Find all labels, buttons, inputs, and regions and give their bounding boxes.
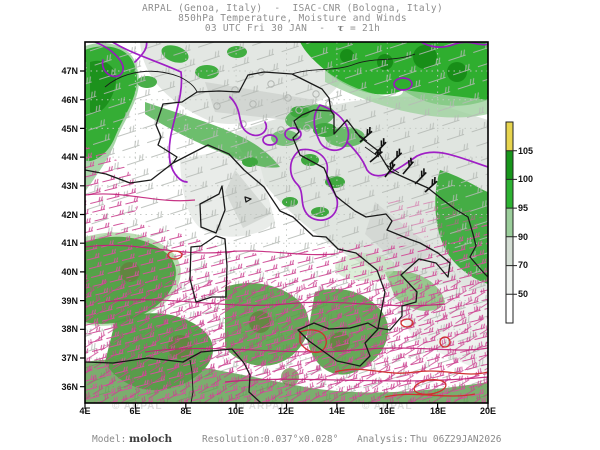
colorbar-tick-label: 100 [518, 174, 534, 184]
colorbar-tick-label: 90 [518, 232, 529, 242]
analysis-value: Thu 06Z29JAN2026 [410, 434, 502, 445]
validity-suffix: = 21h [344, 23, 381, 34]
arpal-watermark: © ARPAL [112, 401, 163, 412]
lon-tick-label: 10E [227, 406, 244, 416]
colorbar-tick-label: 50 [518, 289, 529, 299]
lon-tick-label: 4E [79, 406, 91, 416]
lon-tick-label: 18E [429, 406, 446, 416]
arpal-watermark: © ARPAL [237, 401, 288, 412]
lon-tick-label: 16E [378, 406, 395, 416]
lat-tick-label: 46N [61, 95, 78, 105]
analysis-label: Analysis: [357, 434, 415, 445]
lon-tick-label: 20E [479, 406, 496, 416]
tau-symbol: τ [337, 23, 344, 34]
resolution-label: Resolution: [202, 434, 271, 445]
model-value: moloch [129, 433, 173, 445]
page-title-product: 850hPa Temperature, Moisture and Winds [178, 13, 407, 24]
lon-tick-label: 8E [180, 406, 192, 416]
humidity-colorbar [505, 121, 517, 324]
weather-map-figure [80, 41, 489, 409]
lat-tick-label: 43N [61, 181, 78, 191]
colorbar-tick-label: 70 [518, 260, 529, 270]
lat-tick-label: 38N [61, 324, 78, 334]
colorbar-ticks [506, 150, 517, 295]
lon-tick-label: 6E [129, 406, 141, 416]
map-axis-ticks [80, 70, 489, 409]
lat-tick-label: 47N [61, 66, 78, 76]
page-title-institutions: ARPAL (Genoa, Italy) - ISAC-CNR (Bologna… [142, 3, 443, 14]
lat-tick-label: 36N [61, 382, 78, 392]
lat-tick-label: 40N [61, 267, 78, 277]
colorbar-segments [506, 122, 513, 323]
colorbar-frame [505, 121, 514, 324]
resolution-value: 0.037°x0.028° [264, 434, 339, 445]
lat-tick-label: 42N [61, 210, 78, 220]
lat-tick-label: 37N [61, 353, 78, 363]
coastlines [85, 53, 488, 403]
red-temp-contours [167, 250, 488, 398]
lat-tick-label: 45N [61, 124, 78, 134]
page-title-validity: 03 UTC Fri 30 JAN - τ = 21h [85, 23, 500, 34]
model-label: Model: [92, 434, 133, 445]
lon-tick-label: 12E [277, 406, 294, 416]
map-content [85, 42, 488, 403]
lat-tick-label: 44N [61, 152, 78, 162]
lat-tick-label: 41N [61, 238, 78, 248]
lat-tick-label: 39N [61, 296, 78, 306]
calm-wind-circles [213, 68, 333, 134]
map-frame [84, 41, 489, 404]
lon-tick-label: 14E [328, 406, 345, 416]
crimson-contours [85, 193, 488, 383]
colorbar-tick-label: 95 [518, 203, 529, 213]
colorbar-tick-label: 105 [518, 146, 534, 156]
validity-prefix: 03 UTC Fri 30 JAN - [204, 23, 338, 34]
